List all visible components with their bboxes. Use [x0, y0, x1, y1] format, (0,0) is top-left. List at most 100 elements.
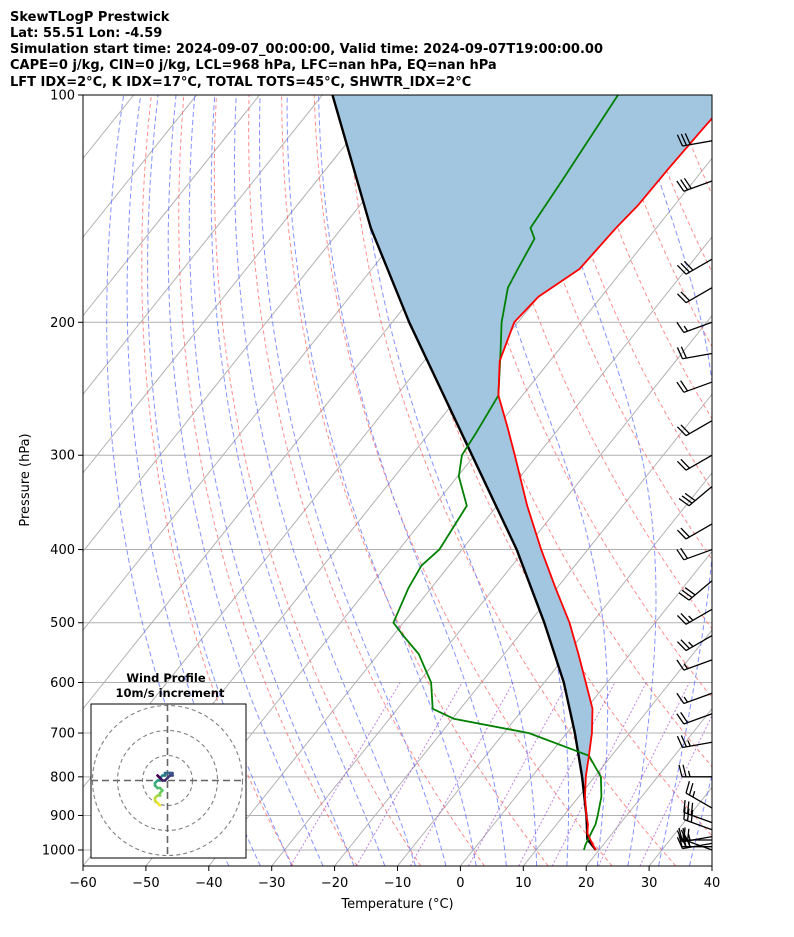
wind-barb-staff	[683, 381, 713, 393]
wind-barb-flag	[676, 180, 685, 192]
x-tick-label: −30	[258, 876, 285, 891]
wind-barb-flag	[680, 547, 689, 559]
wind-barb-flag	[676, 641, 687, 652]
wind-barb-flag	[680, 424, 690, 435]
moist-adiabat-line	[355, 95, 538, 866]
wind-barb-half-flag	[687, 770, 691, 777]
isotherm-line	[648, 786, 712, 866]
mixing-ratio-line	[355, 682, 463, 866]
wind-barb	[683, 800, 713, 824]
wind-barb-flag	[676, 264, 687, 275]
wind-barb-flag	[680, 829, 687, 842]
cape-shading	[332, 95, 712, 850]
x-tick-label: −10	[384, 876, 411, 891]
wind-barb-flag	[683, 800, 686, 813]
wind-barb	[676, 380, 713, 393]
wind-barb-flag	[680, 179, 689, 191]
dry-adiabat-line	[178, 95, 358, 866]
wind-barb	[676, 454, 713, 471]
mixing-ratio-line	[597, 682, 690, 866]
isotherm-line	[145, 157, 712, 866]
wind-barb-staff	[683, 818, 713, 831]
moist-adiabat-line	[688, 773, 712, 866]
x-tick-label: −60	[69, 876, 96, 891]
wind-barb-staff	[685, 635, 713, 652]
y-tick-label: 700	[50, 727, 75, 742]
y-tick-label: 900	[50, 809, 75, 824]
dry-adiabat-line	[704, 95, 712, 115]
wind-barb-flag	[680, 735, 687, 748]
wind-barb	[676, 712, 713, 725]
wind-barb-flag	[680, 133, 687, 146]
header-line-location: Lat: 55.51 Lon: -4.59	[10, 26, 162, 41]
mixing-ratio-lines	[290, 682, 712, 866]
wind-barb-flag	[676, 713, 685, 725]
wind-barb-flag	[690, 802, 694, 816]
wind-barb-flag	[684, 587, 696, 596]
wind-barb-flag	[680, 458, 690, 469]
isotherm-line	[334, 393, 712, 866]
y-tick-label: 600	[50, 676, 75, 691]
wind-barb-staff	[682, 352, 713, 360]
y-tick-label: 100	[50, 89, 75, 104]
wind-barb-flag	[676, 837, 684, 849]
isotherm-line	[0, 95, 71, 866]
wind-barb-flag	[680, 262, 690, 273]
isotherm-line	[397, 472, 712, 866]
dry-adiabat-line	[141, 95, 294, 866]
wind-barb-half-flag	[688, 641, 694, 648]
moist-adiabat-line	[188, 95, 355, 866]
wind-barb	[676, 321, 713, 334]
wind-barb-half-flag	[683, 696, 689, 703]
wind-barb-flag	[681, 495, 693, 504]
wind-barb-staff	[683, 692, 713, 705]
x-tick-label: −20	[321, 876, 348, 891]
moist-adiabat-line	[459, 95, 609, 866]
mixing-ratio-line	[551, 682, 647, 866]
wind-barb-flag	[678, 827, 683, 841]
moist-adiabat-line	[259, 95, 447, 866]
wind-barb-flag	[683, 177, 692, 189]
wind-barb-flag	[680, 612, 690, 623]
wind-barbs	[676, 133, 713, 851]
mixing-ratio-line	[518, 682, 616, 866]
wind-barb-flag	[676, 293, 687, 304]
moist-adiabat-line	[167, 95, 324, 866]
wind-barb	[676, 735, 713, 749]
isotherm-line	[775, 95, 794, 866]
wind-barb	[676, 608, 713, 625]
wind-barb-flag	[684, 133, 691, 145]
moist-adiabat-line	[318, 95, 507, 866]
dry-adiabat-line	[281, 95, 549, 866]
isotherm-line	[271, 314, 712, 866]
y-tick-label: 500	[50, 616, 75, 631]
wind-barb	[676, 523, 713, 540]
wind-barb-staff	[683, 321, 713, 334]
wind-barb-staff	[688, 580, 713, 601]
moist-adiabat-line	[233, 95, 416, 866]
header-line-times: Simulation start time: 2024-09-07_00:00:…	[10, 42, 603, 57]
wind-barb-half-flag	[683, 325, 689, 332]
wind-barb-half-flag	[687, 833, 691, 841]
mixing-ratio-line	[468, 682, 569, 866]
isotherm-line	[711, 865, 712, 866]
wind-barb-flag	[676, 460, 687, 471]
isotherm-line	[522, 629, 712, 866]
wind-barb	[676, 177, 713, 192]
x-tick-label: 10	[515, 876, 532, 891]
dry-adiabat-line	[313, 95, 613, 866]
wind-barb-flag	[686, 801, 690, 814]
wind-barb-flag	[680, 639, 690, 650]
wind-barb-staff	[685, 258, 713, 275]
wind-barb-flag	[688, 783, 694, 796]
isotherm-line	[83, 95, 386, 474]
y-tick-label: 300	[50, 449, 75, 464]
wind-barb-flag	[678, 592, 690, 601]
wind-barb-half-flag	[692, 790, 696, 798]
wind-barb-flag	[681, 589, 693, 599]
wind-barb-staff	[685, 608, 713, 625]
x-tick-label: 0	[456, 876, 464, 891]
wind-barb-staff	[685, 454, 713, 471]
wind-barb-flag	[676, 692, 685, 704]
